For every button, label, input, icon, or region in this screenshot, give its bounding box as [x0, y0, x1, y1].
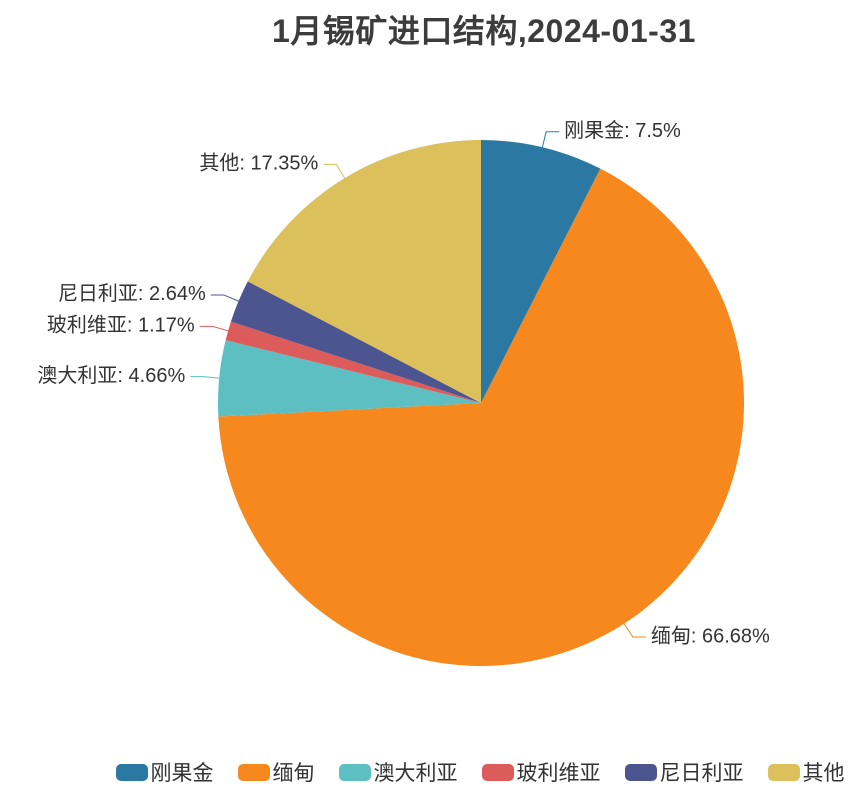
legend-item-玻利维亚[interactable]: 玻利维亚 — [481, 757, 601, 787]
label-line-1 — [623, 623, 646, 638]
slice-label-3: 玻利维亚: 1.17% — [47, 314, 195, 337]
pie-slice-1[interactable] — [218, 168, 745, 667]
slice-label-4: 尼日利亚: 2.64% — [58, 282, 206, 305]
legend-swatch — [237, 763, 270, 781]
legend-item-刚果金[interactable]: 刚果金 — [115, 757, 214, 787]
pie-slice-5[interactable] — [247, 139, 481, 403]
legend-label: 刚果金 — [150, 762, 214, 785]
slice-label-0: 刚果金: 7.5% — [564, 119, 681, 142]
legend-swatch — [481, 763, 514, 781]
legend-label: 尼日利亚 — [659, 762, 744, 785]
legend: 刚果金 缅甸 澳大利亚 玻利维亚 尼日利亚 其他 — [46, 757, 868, 787]
legend-label: 玻利维亚 — [516, 762, 601, 785]
legend-item-尼日利亚[interactable]: 尼日利亚 — [624, 757, 744, 787]
legend-swatch — [115, 763, 148, 781]
legend-label: 缅甸 — [272, 762, 315, 785]
legend-item-缅甸[interactable]: 缅甸 — [237, 757, 315, 787]
label-line-4 — [210, 294, 239, 302]
pie-chart: 刚果金: 7.5% 缅甸: 66.68% 澳大利亚: 4.66% 玻利维亚: 1.17… — [37, 119, 770, 667]
legend-label: 澳大利亚 — [373, 762, 458, 785]
label-line-0 — [541, 131, 560, 148]
pie-slice-4[interactable] — [230, 281, 481, 403]
legend-swatch — [338, 763, 371, 781]
legend-label: 其他 — [802, 762, 845, 785]
pie-slice-2[interactable] — [218, 340, 482, 417]
label-line-2 — [190, 376, 220, 379]
label-line-3 — [199, 325, 229, 332]
pie-slice-3[interactable] — [225, 321, 481, 403]
legend-item-其他[interactable]: 其他 — [767, 757, 845, 787]
slice-label-5: 其他: 17.35% — [199, 152, 318, 175]
legend-swatch — [624, 763, 657, 781]
pie-slice-0[interactable] — [481, 140, 601, 403]
legend-swatch — [767, 763, 800, 781]
label-line-5 — [323, 163, 346, 179]
slice-label-2: 澳大利亚: 4.66% — [37, 364, 185, 387]
chart-title: 1月锡矿进口结构,2024-01-31 — [272, 13, 696, 49]
slice-label-1: 缅甸: 66.68% — [651, 624, 770, 647]
legend-item-澳大利亚[interactable]: 澳大利亚 — [338, 757, 458, 787]
